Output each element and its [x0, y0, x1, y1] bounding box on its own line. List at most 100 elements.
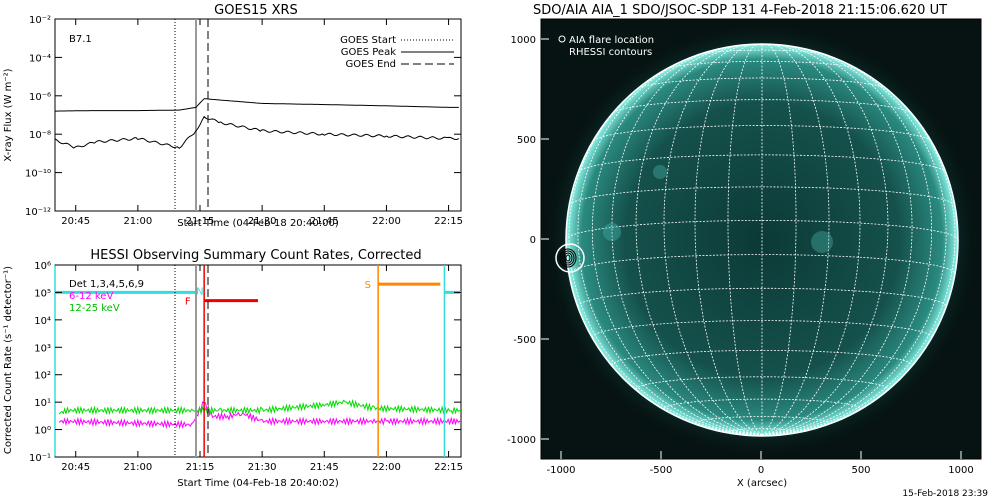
aia-xtick-label-1: -500 — [650, 465, 673, 476]
goes-legend: GOES Start GOES Peak GOES End — [340, 35, 454, 70]
aia-grid-lat — [611, 350, 913, 366]
goes-ytick-label-0: 10⁻² — [29, 15, 51, 26]
hessi-xtick-label-1: 21:00 — [123, 462, 152, 473]
aia-grid-lon — [761, 74, 956, 436]
goes-class-label: B7.1 — [69, 34, 92, 45]
aia-panel: SDO/AIA AIA_1 SDO/JSOC-SDP 131 4-Feb-201… — [507, 3, 982, 489]
goes-xtick-label-3: 21:30 — [248, 216, 277, 227]
aia-grid-lon — [611, 45, 763, 436]
hessi-series-group: FN S — [54, 265, 461, 457]
hessi-ytick-label-2: 10⁴ — [34, 316, 51, 327]
goes-axes: 20:45 21:00 21:15 21:30 21:45 22:00 22:15 10⁻² 1… — [25, 15, 463, 227]
hessi-ytick-label-3: 10³ — [34, 343, 51, 354]
aia-solar-disk — [566, 44, 958, 436]
hessi-ytick-label-4: 10² — [34, 371, 51, 382]
aia-ytick-label-3: -500 — [513, 335, 536, 346]
aia-grid-lon — [761, 44, 830, 436]
goes-ylabel: X-ray Flux (W m⁻²) — [3, 68, 14, 161]
aia-ytick-label-0: 1000 — [511, 35, 536, 46]
hessi-flag-label-N: N — [196, 286, 203, 297]
goes-plot-frame — [54, 18, 462, 212]
aia-grid-lat — [577, 287, 947, 307]
aia-grid-lon — [761, 45, 913, 436]
footer-timestamp: 15-Feb-2018 23:39 — [902, 489, 988, 499]
hessi-flag-label-F: F — [185, 297, 191, 308]
goes-xtick-label-5: 22:00 — [372, 216, 401, 227]
aia-xtick-label-0: -1000 — [546, 465, 575, 476]
hessi-flag-label-S: S — [365, 280, 371, 291]
hessi-series-12-25-keV — [58, 398, 461, 416]
aia-grid-lon — [663, 44, 763, 436]
aia-flare-circle — [555, 243, 585, 273]
aia-grid-lon — [727, 44, 763, 436]
aia-axes: -1000 -500 0 500 1000 1000 500 0 -500 -1000 — [507, 35, 974, 476]
hessi-xtick-label-4: 21:45 — [310, 462, 339, 473]
rhessi-contours — [559, 248, 577, 268]
hessi-ylabel: Corrected Count Rate (s⁻¹ detector⁻¹) — [3, 266, 14, 454]
aia-xtick-label-2: 0 — [758, 465, 764, 476]
goes-xtick-label-6: 22:15 — [434, 216, 463, 227]
hessi-xtick-label-3: 21:30 — [248, 462, 277, 473]
aia-xlabel: X (arcsec) — [737, 478, 787, 489]
goes-xlabel: Start Time (04-Feb-18 20:40:00) — [177, 218, 339, 229]
aia-ytick-label-1: 500 — [517, 135, 536, 146]
hessi-ytick-label-7: 10⁻¹ — [29, 453, 51, 464]
aia-bright-patch-1 — [811, 231, 833, 253]
goes-xtick-label-2: 21:15 — [186, 216, 215, 227]
aia-bright-patch-2 — [653, 165, 667, 179]
goes-series-short — [54, 115, 460, 149]
aia-bright-patch-0 — [603, 223, 621, 241]
aia-grid-lon — [577, 52, 763, 436]
goes-legend-end: GOES End — [346, 59, 396, 70]
goes-ytick-label-3: 10⁻⁸ — [29, 130, 51, 141]
aia-xtick-label-4: 1000 — [948, 465, 973, 476]
goes-xtick-label-0: 20:45 — [61, 216, 90, 227]
goes-ytick-label-4: 10⁻¹⁰ — [25, 169, 51, 180]
aia-grid-lon — [694, 44, 763, 436]
aia-grid-lon — [568, 74, 763, 436]
goes-legend-start: GOES Start — [340, 35, 396, 46]
aia-ytick-label-4: -1000 — [507, 435, 536, 446]
goes-series-long — [55, 98, 459, 112]
goes-series-group — [54, 98, 460, 149]
aia-grid-lon — [591, 46, 763, 436]
hessi-series-6-12-keV — [58, 401, 461, 430]
aia-grid-lon — [761, 44, 861, 436]
goes-ytick-label-2: 10⁻⁶ — [29, 92, 51, 103]
hessi-ytick-label-1: 10⁵ — [34, 288, 51, 299]
hessi-title: HESSI Observing Summary Count Rates, Cor… — [90, 248, 421, 263]
aia-ytick-label-2: 0 — [530, 235, 536, 246]
hessi-axes: 20:45 21:00 21:15 21:30 21:45 22:00 22:15 10⁶ 10… — [29, 261, 463, 473]
goes-ytick-label-1: 10⁻⁴ — [29, 53, 51, 64]
aia-grid-lon — [761, 44, 797, 436]
hessi-xtick-label-5: 22:00 — [372, 462, 401, 473]
hessi-legend-high: 12-25 keV — [69, 303, 120, 314]
hessi-xtick-label-2: 21:15 — [186, 462, 215, 473]
goes-panel: GOES15 XRS B7.1 GOES Start GOES Peak GOE… — [3, 3, 463, 229]
aia-grid-lat — [612, 99, 912, 114]
hessi-xtick-label-0: 20:45 — [61, 462, 90, 473]
hessi-legend: Det 1,3,4,5,6,9 6-12 keV 12-25 keV — [69, 279, 144, 314]
aia-grid-lat — [665, 60, 859, 70]
hessi-ytick-label-5: 10¹ — [34, 398, 51, 409]
goes-xtick-label-1: 21:00 — [123, 216, 152, 227]
aia-legend-flare-symbol — [558, 35, 566, 43]
aia-grid-lat — [592, 125, 932, 142]
aia-grid-lon — [761, 46, 933, 436]
aia-limb-circle — [565, 43, 959, 437]
goes-ytick-label-5: 10⁻¹² — [25, 207, 51, 218]
aia-title: SDO/AIA AIA_1 SDO/JSOC-SDP 131 4-Feb-201… — [533, 3, 947, 18]
hessi-xtick-label-6: 22:15 — [434, 462, 463, 473]
hessi-legend-det: Det 1,3,4,5,6,9 — [69, 279, 144, 290]
aia-legend-rhessi: RHESSI contours — [569, 47, 652, 58]
goes-xtick-label-4: 21:45 — [310, 216, 339, 227]
hessi-panel: HESSI Observing Summary Count Rates, Cor… — [3, 248, 463, 489]
goes-legend-peak: GOES Peak — [341, 47, 396, 58]
goes-title: GOES15 XRS — [214, 3, 298, 18]
aia-grid-lon — [635, 44, 763, 436]
aia-grid-lon — [761, 52, 947, 436]
hessi-legend-low: 6-12 keV — [69, 291, 113, 302]
hessi-xlabel: Start Time (04-Feb-18 20:40:02) — [177, 478, 339, 489]
hessi-ytick-label-0: 10⁶ — [34, 261, 51, 272]
